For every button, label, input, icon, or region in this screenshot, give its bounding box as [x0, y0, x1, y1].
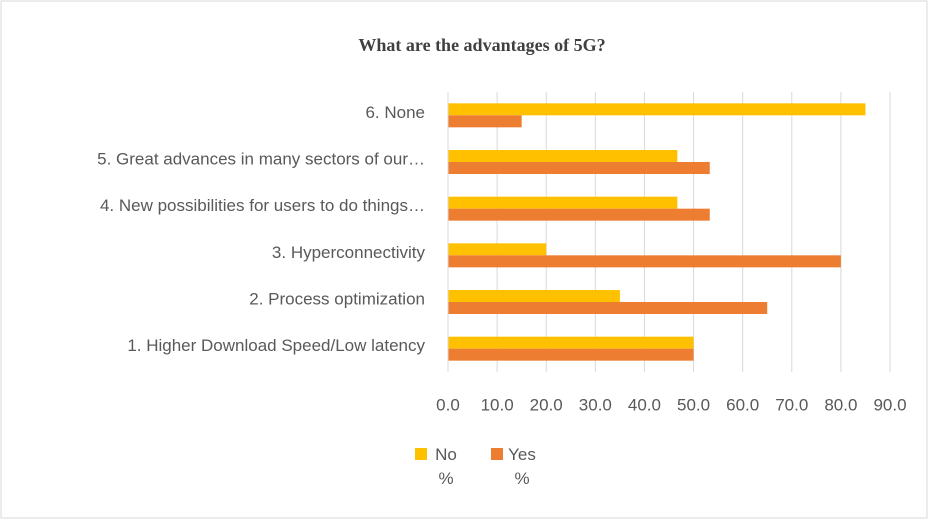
legend: No % Yes %: [415, 443, 561, 491]
y-tick-label: 4. New possibilities for users to do thi…: [100, 196, 425, 215]
bar: [448, 103, 866, 116]
x-tick-label: 90.0: [873, 395, 906, 414]
legend-label: Yes %: [508, 445, 536, 488]
y-tick-label: 5. Great advances in many sectors of our…: [97, 149, 425, 168]
legend-swatch: [415, 448, 427, 460]
y-tick-label: 2. Process optimization: [249, 289, 425, 308]
bar: [448, 162, 710, 174]
bar: [448, 243, 547, 256]
bar: [448, 336, 694, 349]
y-tick-label: 6. None: [365, 103, 425, 122]
bar: [448, 150, 678, 162]
bar: [448, 196, 678, 209]
bar: [448, 255, 841, 268]
bar: [448, 115, 522, 128]
y-tick-label: 3. Hyperconnectivity: [272, 243, 426, 262]
x-tick-label: 70.0: [775, 395, 808, 414]
bar: [448, 290, 620, 302]
x-tick-label: 80.0: [824, 395, 857, 414]
x-tick-label: 20.0: [530, 395, 563, 414]
legend-swatch: [491, 448, 503, 460]
bar: [448, 302, 768, 314]
x-tick-label: 30.0: [579, 395, 612, 414]
y-tick-label: 1. Higher Download Speed/Low latency: [127, 336, 425, 355]
x-tick-label: 40.0: [628, 395, 661, 414]
chart-title: What are the advantages of 5G?: [358, 35, 605, 55]
x-tick-label: 60.0: [726, 395, 759, 414]
x-tick-label: 10.0: [481, 395, 514, 414]
legend-label: No %: [435, 445, 457, 488]
x-tick-label: 50.0: [677, 395, 710, 414]
legend-item: No %: [415, 443, 485, 491]
bar: [448, 348, 694, 361]
legend-item: Yes %: [491, 443, 561, 491]
bar: [448, 208, 710, 221]
x-tick-label: 0.0: [436, 395, 460, 414]
